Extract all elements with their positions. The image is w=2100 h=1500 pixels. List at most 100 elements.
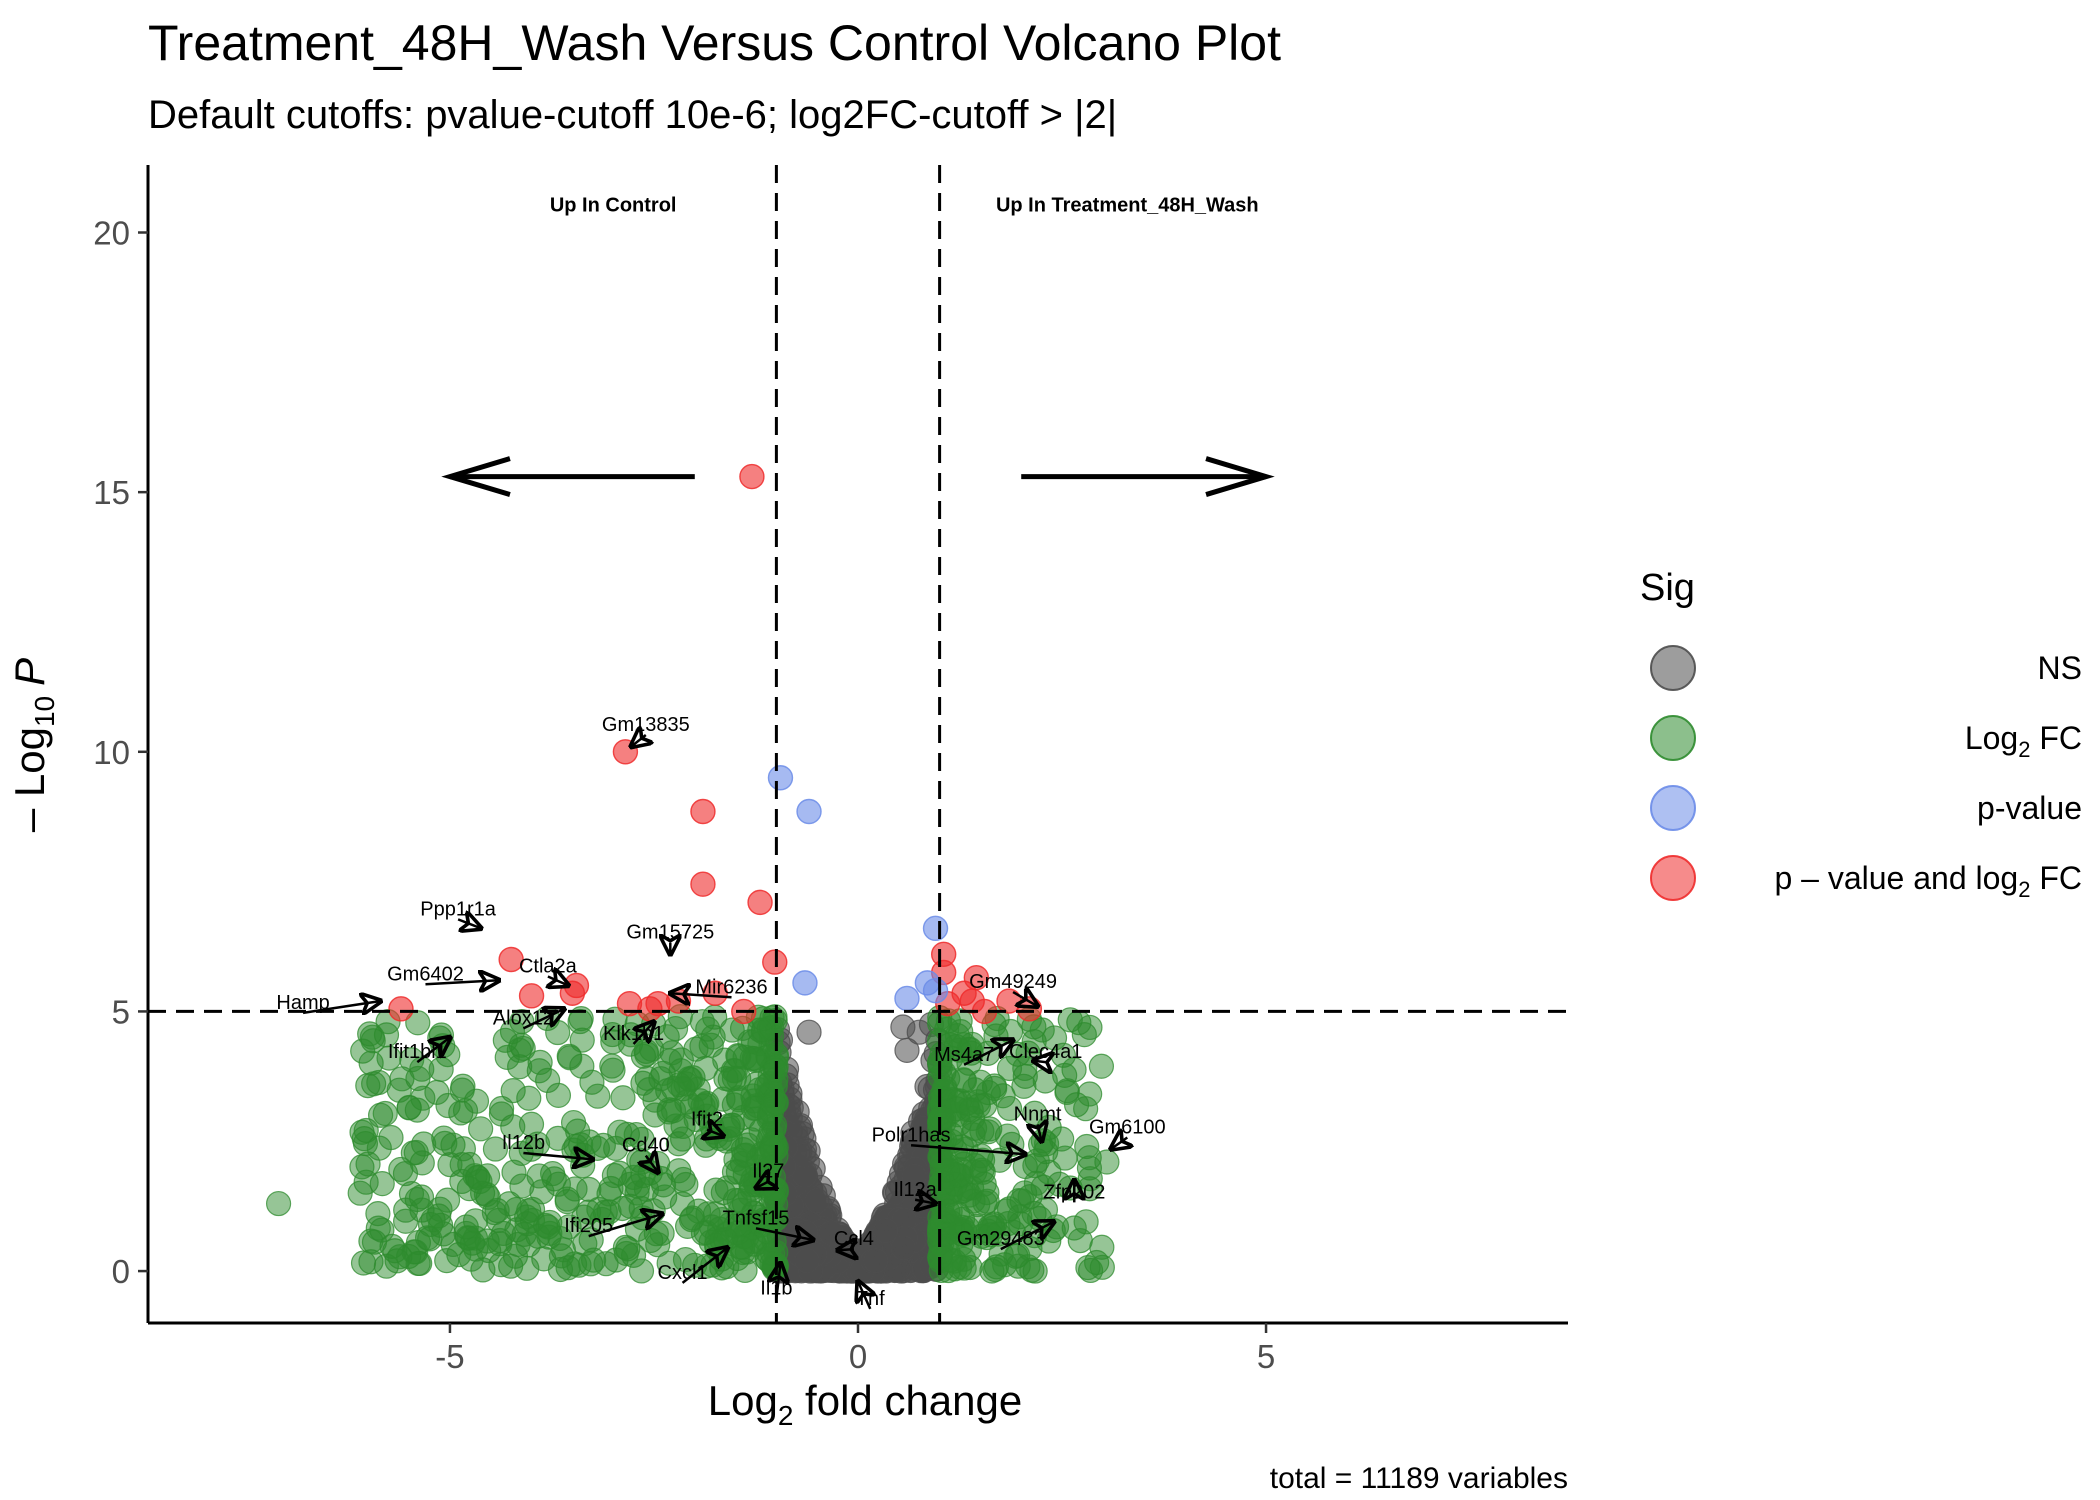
fc-point xyxy=(482,1136,509,1162)
fc-point xyxy=(392,1160,419,1187)
fc-point xyxy=(625,1173,651,1199)
gene-label: Mir6236 xyxy=(695,976,767,998)
gene-label: Ccl4 xyxy=(834,1228,874,1250)
gene-label: Zfp202 xyxy=(1043,1181,1105,1203)
x-tick-label: 0 xyxy=(849,1338,867,1375)
label-connector xyxy=(776,1263,780,1299)
gene-label: Gm13835 xyxy=(602,714,690,736)
gene-label: Gm49249 xyxy=(969,971,1057,993)
gene-label: Gm6100 xyxy=(1089,1116,1166,1138)
label-connector xyxy=(756,1182,768,1188)
ns-point xyxy=(784,1099,810,1125)
label-connector xyxy=(1038,1124,1042,1141)
fc-point xyxy=(969,1157,995,1183)
label-connector xyxy=(302,1001,381,1013)
x-axis-title-rest: fold change xyxy=(793,1377,1022,1424)
legend-label-main: p – value and log xyxy=(1774,860,2018,896)
fc-point xyxy=(935,1157,961,1183)
gene-label: Tnf xyxy=(856,1288,885,1310)
label-connector xyxy=(670,993,732,997)
pv-point xyxy=(796,798,822,825)
fc-point xyxy=(600,1057,626,1083)
legend-key-pv xyxy=(1650,785,1696,831)
fc-point xyxy=(350,1038,376,1064)
gene-label: Ifi205 xyxy=(564,1215,613,1237)
gene-label: Il27 xyxy=(752,1161,784,1183)
ns-point xyxy=(873,1217,899,1244)
fc-point xyxy=(978,1222,1004,1248)
legend-label-both: p – value and log2 FC xyxy=(1774,860,2082,902)
both-points xyxy=(388,463,1043,1025)
fc-point xyxy=(507,1054,533,1080)
fc-point xyxy=(606,1160,632,1186)
both-point xyxy=(690,798,716,825)
fc-point xyxy=(453,1214,479,1240)
fc-point xyxy=(435,1092,461,1119)
label-connector xyxy=(1111,1137,1127,1149)
fc-point xyxy=(1054,1078,1080,1104)
gene-label: Il12b xyxy=(502,1132,545,1154)
both-point xyxy=(747,889,773,916)
both-point xyxy=(518,983,545,1009)
x-tick-label: 5 xyxy=(1257,1338,1275,1375)
fc-point xyxy=(500,1078,526,1104)
fc-point xyxy=(590,1132,616,1158)
gene-label: Cxcl1 xyxy=(658,1262,708,1284)
fc-point xyxy=(703,1177,729,1203)
label-connector xyxy=(425,980,498,984)
pv-point xyxy=(767,765,794,791)
fc-point xyxy=(355,1151,381,1177)
gene-label: Alox12 xyxy=(493,1007,554,1029)
label-connector xyxy=(707,1130,723,1136)
both-point xyxy=(498,946,524,973)
pv-points xyxy=(767,765,949,1012)
fc-point xyxy=(484,1197,510,1224)
y-tick-label: 5 xyxy=(112,993,130,1030)
both-point xyxy=(762,949,788,975)
fc-point xyxy=(972,1190,998,1216)
fc-point xyxy=(982,1256,1008,1283)
both-point xyxy=(963,964,990,991)
ns-point xyxy=(901,1163,927,1190)
label-connector xyxy=(634,1022,654,1045)
y-tick-label: 0 xyxy=(112,1253,130,1290)
fc-point xyxy=(666,1158,692,1184)
gene-label: Tnfsf15 xyxy=(723,1207,790,1229)
y-axis-title: – Log10 P xyxy=(6,658,60,832)
fc-point xyxy=(655,1078,681,1104)
fc-point xyxy=(669,1126,696,1152)
gene-label: Ppp1r1a xyxy=(420,898,496,920)
ns-point xyxy=(793,1219,819,1246)
fc-point xyxy=(545,1125,571,1151)
fc-point xyxy=(405,1065,431,1092)
gene-label: Il12a xyxy=(893,1179,937,1201)
fc-point xyxy=(1033,1139,1059,1165)
fc-point xyxy=(1012,1063,1038,1089)
legend-label-main: Log xyxy=(1965,720,2018,756)
label-connector xyxy=(681,1248,728,1284)
fc-point xyxy=(928,1105,954,1131)
fc-point xyxy=(408,1184,435,1210)
fc-point xyxy=(628,1258,655,1284)
x-axis-title: Log2 fold change xyxy=(708,1377,1023,1431)
both-point xyxy=(690,871,716,897)
label-connector xyxy=(755,1228,813,1240)
fc-point xyxy=(1073,1209,1099,1235)
fc-point xyxy=(384,1248,410,1274)
region-label: Up In Control xyxy=(550,195,677,217)
gene-label: Ms4a7 xyxy=(934,1044,994,1066)
legend-label-ns: NS xyxy=(2038,650,2082,686)
chart-title: Treatment_48H_Wash Versus Control Volcan… xyxy=(148,15,1281,71)
ns-point xyxy=(881,1179,908,1206)
fc-point xyxy=(656,1250,682,1276)
fc-point xyxy=(369,1171,395,1197)
region-label: Up In Treatment_48H_Wash xyxy=(996,195,1259,217)
fc-point xyxy=(727,1234,754,1260)
legend-label-tail: FC xyxy=(2030,720,2082,756)
ns-point xyxy=(804,1188,830,1214)
pv-point xyxy=(922,915,949,942)
gene-label: Il1b xyxy=(760,1277,792,1299)
fc-point xyxy=(1027,1205,1053,1232)
legend-label-fc: Log2 FC xyxy=(1965,720,2082,762)
